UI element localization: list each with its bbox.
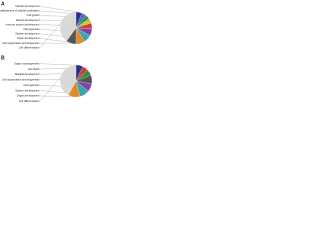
leader xyxy=(39,67,86,70)
slice-label: Cellular development xyxy=(15,4,40,8)
leader xyxy=(39,10,85,15)
slice-label: Organ morphogenesis xyxy=(14,61,40,65)
slice-label: Cell growth xyxy=(27,13,41,17)
leader xyxy=(39,76,61,102)
slice-label: System development xyxy=(15,32,39,36)
slice-label: Cell differentiation xyxy=(19,45,40,49)
slice-label: Muscle development xyxy=(16,18,40,22)
leader xyxy=(39,63,80,66)
pie-slice xyxy=(59,11,77,42)
leader xyxy=(39,22,61,48)
leader xyxy=(39,6,80,13)
leader xyxy=(39,95,74,97)
panel-label: B xyxy=(1,55,5,61)
slice-label: Neurogenesis xyxy=(23,27,40,31)
slice-label: Cell differentiation xyxy=(19,99,40,103)
panel-label: A xyxy=(1,1,5,7)
slice-label: Organ development xyxy=(17,36,40,40)
slice-label: System development xyxy=(15,88,39,92)
slice-label: Establishment of cellular localization xyxy=(0,9,40,13)
slice-label: Skeletal development xyxy=(15,72,40,76)
leader xyxy=(39,15,88,18)
slice-label: Cell organization and biogenesis xyxy=(2,78,40,82)
slice-label: Immune system development xyxy=(6,22,40,26)
slice-label: Organ development xyxy=(17,94,40,98)
slice-label: Neurogenesis xyxy=(23,83,40,87)
slice-label: Cell organization and biogenesis xyxy=(2,41,40,45)
slice-label: Cell death xyxy=(28,67,40,71)
pie-slice xyxy=(59,64,77,96)
